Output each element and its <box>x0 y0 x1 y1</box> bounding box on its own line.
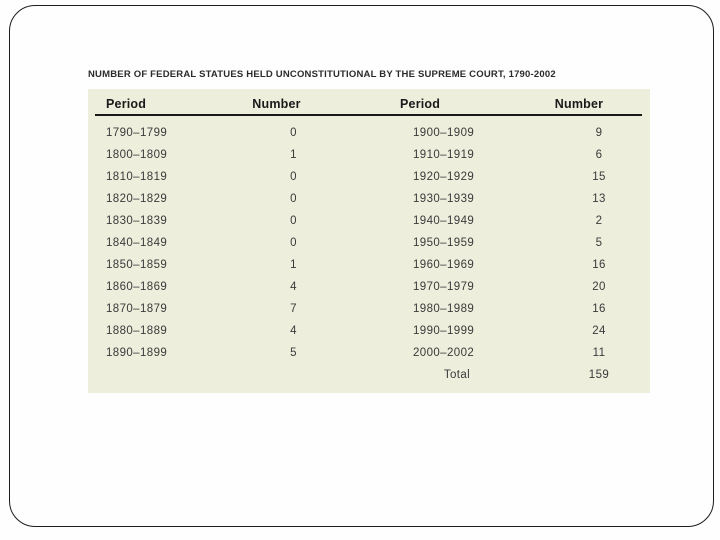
table-row: 1820–1829 0 1930–1939 13 <box>88 188 650 210</box>
period-cell-left: 1890–1899 <box>106 347 168 359</box>
number-cell-right: 16 <box>592 303 606 315</box>
period-cell-right: 1900–1909 <box>413 127 475 139</box>
number-cell-right: 5 <box>595 237 603 249</box>
number-cell-right: 11 <box>592 347 606 359</box>
number-cell-left: 4 <box>290 325 297 337</box>
column-header-period-right: Period <box>400 97 441 111</box>
period-cell-left: 1800–1809 <box>106 149 168 161</box>
number-cell-left: 0 <box>290 171 297 183</box>
unconstitutional-statutes-table: Period Number Period Number 1790–1799 0 19… <box>88 89 650 393</box>
period-cell-right: Total <box>443 369 471 381</box>
table-row: 1810–1819 0 1920–1929 15 <box>88 166 650 188</box>
period-cell-left: 1790–1799 <box>106 127 168 139</box>
table-row: 1860–1869 4 1970–1979 20 <box>88 276 650 298</box>
table-row: 1850–1859 1 1960–1969 16 <box>88 254 650 276</box>
number-cell-right: 16 <box>592 259 606 271</box>
table-title: NUMBER OF FEDERAL STATUES HELD UNCONSTIT… <box>88 69 556 80</box>
number-cell-left: 4 <box>290 281 297 293</box>
period-cell-right: 1940–1949 <box>413 215 475 227</box>
number-cell-left: 1 <box>290 259 297 271</box>
number-cell-left: 1 <box>290 149 297 161</box>
number-cell-left: 0 <box>290 127 297 139</box>
number-cell-right: 13 <box>592 193 606 205</box>
table-row: 1870–1879 7 1980–1989 16 <box>88 298 650 320</box>
number-cell-right: 2 <box>595 215 603 227</box>
number-cell-right: 15 <box>592 171 606 183</box>
table-row: 1800–1809 1 1910–1919 6 <box>88 144 650 166</box>
period-cell-right: 1980–1989 <box>413 303 475 315</box>
period-cell-left: 1850–1859 <box>106 259 168 271</box>
period-cell-right: 1920–1929 <box>413 171 475 183</box>
number-cell-right: 20 <box>592 281 606 293</box>
number-cell-left: 7 <box>290 303 297 315</box>
period-cell-right: 1910–1919 <box>413 149 475 161</box>
column-header-number-left: Number <box>252 97 301 111</box>
period-cell-right: 1950–1959 <box>413 237 475 249</box>
table-header-row: Period Number Period Number <box>88 89 650 111</box>
number-cell-left: 0 <box>290 215 297 227</box>
table-row: 1830–1839 0 1940–1949 2 <box>88 210 650 232</box>
table-row: 1840–1849 0 1950–1959 5 <box>88 232 650 254</box>
period-cell-right: 1960–1969 <box>413 259 475 271</box>
number-cell-left: 0 <box>290 237 297 249</box>
table-row-total: Total 159 <box>88 364 650 386</box>
number-cell-right: 9 <box>595 127 603 139</box>
number-cell-left <box>233 364 368 386</box>
period-cell-left: 1880–1889 <box>106 325 168 337</box>
period-cell-right: 1930–1939 <box>413 193 475 205</box>
number-cell-right: 24 <box>592 325 606 337</box>
period-cell-right: 1990–1999 <box>413 325 475 337</box>
column-header-number-right: Number <box>554 97 604 111</box>
table-row: 1890–1899 5 2000–2002 11 <box>88 342 650 364</box>
period-cell-left: 1810–1819 <box>106 171 168 183</box>
slide-border <box>9 5 714 527</box>
period-cell-left: 1840–1849 <box>106 237 168 249</box>
number-cell-left: 0 <box>290 193 297 205</box>
number-cell-left: 5 <box>290 347 297 359</box>
table-row: 1790–1799 0 1900–1909 9 <box>88 122 650 144</box>
period-cell-left: 1860–1869 <box>106 281 168 293</box>
period-cell-left: 1830–1839 <box>106 215 168 227</box>
table-row: 1880–1889 4 1990–1999 24 <box>88 320 650 342</box>
period-cell-right: 1970–1979 <box>413 281 475 293</box>
column-header-period-left: Period <box>106 97 147 111</box>
number-cell-right: 6 <box>595 149 603 161</box>
period-cell-left <box>88 364 233 386</box>
period-cell-left: 1870–1879 <box>106 303 168 315</box>
period-cell-right: 2000–2002 <box>413 347 475 359</box>
number-cell-right: 159 <box>588 369 610 381</box>
table-body: 1790–1799 0 1900–1909 9 1800–1809 1 1910–1919 6… <box>88 122 650 386</box>
period-cell-left: 1820–1829 <box>106 193 168 205</box>
header-rule <box>95 114 642 116</box>
